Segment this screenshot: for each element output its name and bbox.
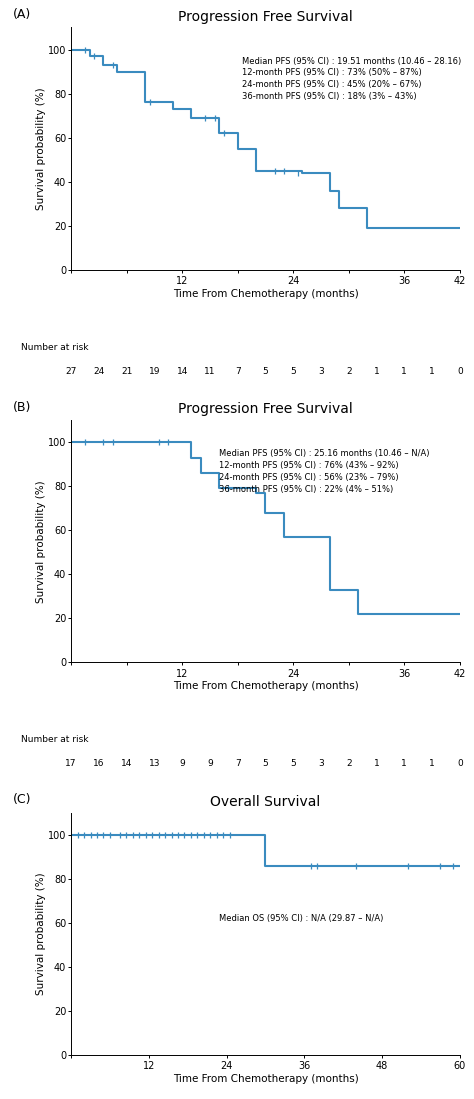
Text: 9: 9 (207, 759, 213, 768)
Text: 27: 27 (65, 367, 77, 376)
Text: 16: 16 (93, 759, 105, 768)
Y-axis label: Survival probability (%): Survival probability (%) (36, 87, 46, 210)
Text: (B): (B) (13, 401, 31, 413)
Text: 14: 14 (121, 759, 132, 768)
Text: 5: 5 (263, 759, 268, 768)
Y-axis label: Survival probability (%): Survival probability (%) (36, 873, 46, 996)
Text: 1: 1 (374, 367, 379, 376)
X-axis label: Time From Chemotherapy (months): Time From Chemotherapy (months) (173, 1074, 358, 1084)
Text: 5: 5 (263, 367, 268, 376)
Text: 7: 7 (235, 759, 240, 768)
Text: (A): (A) (13, 8, 31, 21)
Text: (C): (C) (13, 793, 31, 807)
X-axis label: Time From Chemotherapy (months): Time From Chemotherapy (months) (173, 289, 358, 299)
Text: 9: 9 (179, 759, 185, 768)
Text: Number at risk: Number at risk (20, 735, 88, 744)
Text: 0: 0 (457, 759, 463, 768)
Title: Progression Free Survival: Progression Free Survival (178, 10, 353, 23)
Text: Number at risk: Number at risk (20, 343, 88, 352)
Text: 1: 1 (429, 367, 435, 376)
Text: 2: 2 (346, 367, 352, 376)
Text: 19: 19 (149, 367, 160, 376)
Text: Median PFS (95% CI) : 25.16 months (10.46 – N/A)
12-month PFS (95% CI) : 76% (43: Median PFS (95% CI) : 25.16 months (10.4… (219, 449, 429, 493)
Text: 5: 5 (291, 367, 296, 376)
Text: 1: 1 (374, 759, 379, 768)
Text: 0: 0 (457, 367, 463, 376)
Text: 13: 13 (149, 759, 160, 768)
Text: 7: 7 (235, 367, 240, 376)
Text: 3: 3 (318, 759, 324, 768)
Text: 2: 2 (346, 759, 352, 768)
Text: 14: 14 (176, 367, 188, 376)
Text: 17: 17 (65, 759, 77, 768)
Text: 1: 1 (401, 367, 407, 376)
Y-axis label: Survival probability (%): Survival probability (%) (36, 480, 46, 602)
Title: Progression Free Survival: Progression Free Survival (178, 402, 353, 417)
Text: 3: 3 (318, 367, 324, 376)
Text: 24: 24 (93, 367, 104, 376)
Title: Overall Survival: Overall Survival (210, 795, 320, 809)
Text: 21: 21 (121, 367, 132, 376)
Text: 1: 1 (401, 759, 407, 768)
Text: Median PFS (95% CI) : 19.51 months (10.46 – 28.16)
12-month PFS (95% CI) : 73% (: Median PFS (95% CI) : 19.51 months (10.4… (242, 56, 461, 101)
X-axis label: Time From Chemotherapy (months): Time From Chemotherapy (months) (173, 681, 358, 691)
Text: 1: 1 (429, 759, 435, 768)
Text: 5: 5 (291, 759, 296, 768)
Text: Median OS (95% CI) : N/A (29.87 – N/A): Median OS (95% CI) : N/A (29.87 – N/A) (219, 914, 383, 923)
Text: 11: 11 (204, 367, 216, 376)
